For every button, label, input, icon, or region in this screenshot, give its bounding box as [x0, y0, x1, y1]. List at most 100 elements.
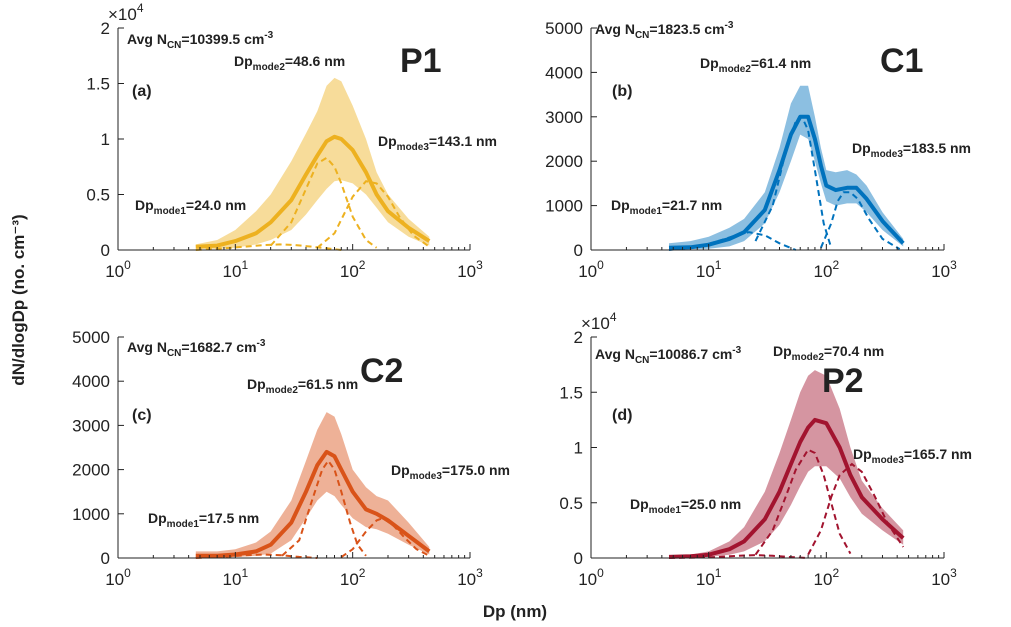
- mode1-label: Dpmode1=25.0 nm: [630, 496, 741, 516]
- x-tick-label: 102: [814, 566, 840, 589]
- mode1-value: =17.5 nm: [199, 510, 259, 526]
- mode2-value: =48.6 nm: [285, 53, 345, 69]
- y-tick-label: 5000: [72, 328, 110, 347]
- x-tick-label: 101: [696, 566, 722, 589]
- y-tick-label: 3000: [545, 108, 583, 127]
- x-tick-exponent: 3: [950, 566, 957, 580]
- mode3-value: =143.1 nm: [429, 133, 497, 149]
- mode-fit-3: [340, 517, 430, 558]
- mode3-label: Dpmode3=143.1 nm: [378, 133, 497, 153]
- uncertainty-band: [669, 85, 904, 250]
- mode3-label: Dpmode3=165.7 nm: [853, 446, 972, 466]
- x-tick-label: 102: [340, 258, 366, 281]
- avg-ncn-superscript: -3: [264, 30, 273, 41]
- mode-fit-1: [668, 554, 809, 559]
- y-tick-label: 2000: [545, 152, 583, 171]
- y-tick-label: 3000: [72, 416, 110, 435]
- avg-ncn-superscript: -3: [257, 338, 266, 349]
- panel-letter: (d): [612, 407, 632, 424]
- y-exponent-label: ×104: [108, 1, 144, 24]
- mode2-label: Dpmode2=48.6 nm: [234, 53, 345, 73]
- panel-tag: C2: [360, 352, 403, 390]
- x-tick-label: 102: [340, 566, 366, 589]
- avg-ncn-subscript: CN: [635, 30, 649, 41]
- avg-ncn-superscript: -3: [725, 20, 734, 31]
- mode2-label: Dpmode2=61.5 nm: [247, 376, 358, 396]
- panel-tag: P2: [822, 362, 864, 400]
- x-tick-label: 100: [105, 566, 131, 589]
- mode3-value: =165.7 nm: [904, 446, 972, 462]
- figure-xlabel: Dp (nm): [483, 602, 547, 621]
- mode1-label: Dpmode1=17.5 nm: [148, 510, 259, 530]
- avg-ncn-superscript: -3: [732, 345, 741, 356]
- mode1-value: =25.0 nm: [681, 496, 741, 512]
- mode3-value: =175.0 nm: [442, 462, 510, 478]
- y-tick-label: 0: [101, 549, 110, 568]
- uncertainty-band: [195, 412, 430, 558]
- mode-fit-2: [281, 459, 367, 557]
- mode3-value: =183.5 nm: [903, 140, 971, 156]
- x-tick-exponent: 2: [359, 258, 366, 272]
- x-tick-label: 103: [457, 566, 483, 589]
- mode1-subscript: mode1: [167, 519, 200, 530]
- y-tick-label: 1.5: [559, 383, 583, 402]
- x-tick-exponent: 1: [241, 258, 248, 272]
- panel-tag: C1: [880, 42, 923, 80]
- x-tick-exponent: 3: [476, 258, 483, 272]
- mode-fit-3: [807, 462, 905, 556]
- panel-letter: (c): [132, 407, 152, 424]
- y-tick-label: 5000: [545, 19, 583, 38]
- mode2-subscript: mode2: [253, 62, 286, 73]
- y-exponent-power: 4: [137, 1, 144, 15]
- avg-ncn-value: =1682.7 cm: [181, 339, 256, 355]
- x-tick-exponent: 3: [950, 258, 957, 272]
- mode1-label: Dpmode1=24.0 nm: [135, 197, 246, 217]
- mode2-value: =61.5 nm: [298, 376, 358, 392]
- x-tick-label: 101: [223, 566, 249, 589]
- mode-fit-2: [754, 448, 852, 556]
- x-tick-label: 103: [931, 566, 957, 589]
- avg-ncn-label: Avg NCN=1682.7 cm-3: [127, 338, 266, 359]
- y-exponent-power: 4: [610, 310, 617, 324]
- y-tick-label: 2: [574, 328, 583, 347]
- panel-tag: P1: [400, 42, 442, 80]
- x-tick-label: 100: [578, 258, 604, 281]
- mean-line: [195, 134, 431, 249]
- x-tick-exponent: 3: [476, 566, 483, 580]
- x-tick-exponent: 2: [359, 566, 366, 580]
- y-tick-label: 4000: [72, 372, 110, 391]
- mean-line: [195, 449, 431, 558]
- mode-fit-3: [819, 191, 901, 250]
- mode3-subscript: mode3: [872, 455, 905, 466]
- x-tick-exponent: 1: [241, 566, 248, 580]
- mode-fit-1: [195, 243, 342, 251]
- panel-letter: (a): [132, 83, 152, 100]
- mode1-subscript: mode1: [649, 505, 682, 516]
- x-tick-exponent: 0: [124, 258, 131, 272]
- mode3-subscript: mode3: [397, 142, 430, 153]
- uncertainty-band: [669, 370, 904, 558]
- avg-ncn-label: Avg NCN=10086.7 cm-3: [595, 345, 742, 366]
- figure-ylabel: dN/dlogDp (no. cm⁻³): [9, 214, 28, 385]
- mode2-subscript: mode2: [266, 385, 299, 396]
- mode1-subscript: mode1: [154, 206, 187, 217]
- y-tick-label: 2: [101, 19, 110, 38]
- x-tick-exponent: 2: [832, 258, 839, 272]
- mean-line: [668, 114, 905, 250]
- mode1-value: =21.7 nm: [662, 197, 722, 213]
- x-tick-exponent: 1: [715, 258, 722, 272]
- x-tick-label: 101: [696, 258, 722, 281]
- mode2-subscript: mode2: [792, 352, 825, 363]
- x-tick-label: 101: [223, 258, 249, 281]
- avg-ncn-value: =1823.5 cm: [649, 21, 724, 37]
- mode-fit-1: [195, 553, 318, 559]
- mode2-value: =61.4 nm: [751, 55, 811, 71]
- y-tick-label: 0: [574, 549, 583, 568]
- y-tick-label: 0.5: [559, 494, 583, 513]
- panel-letter: (b): [612, 83, 632, 100]
- avg-ncn-subscript: CN: [167, 40, 181, 51]
- mode2-subscript: mode2: [719, 64, 752, 75]
